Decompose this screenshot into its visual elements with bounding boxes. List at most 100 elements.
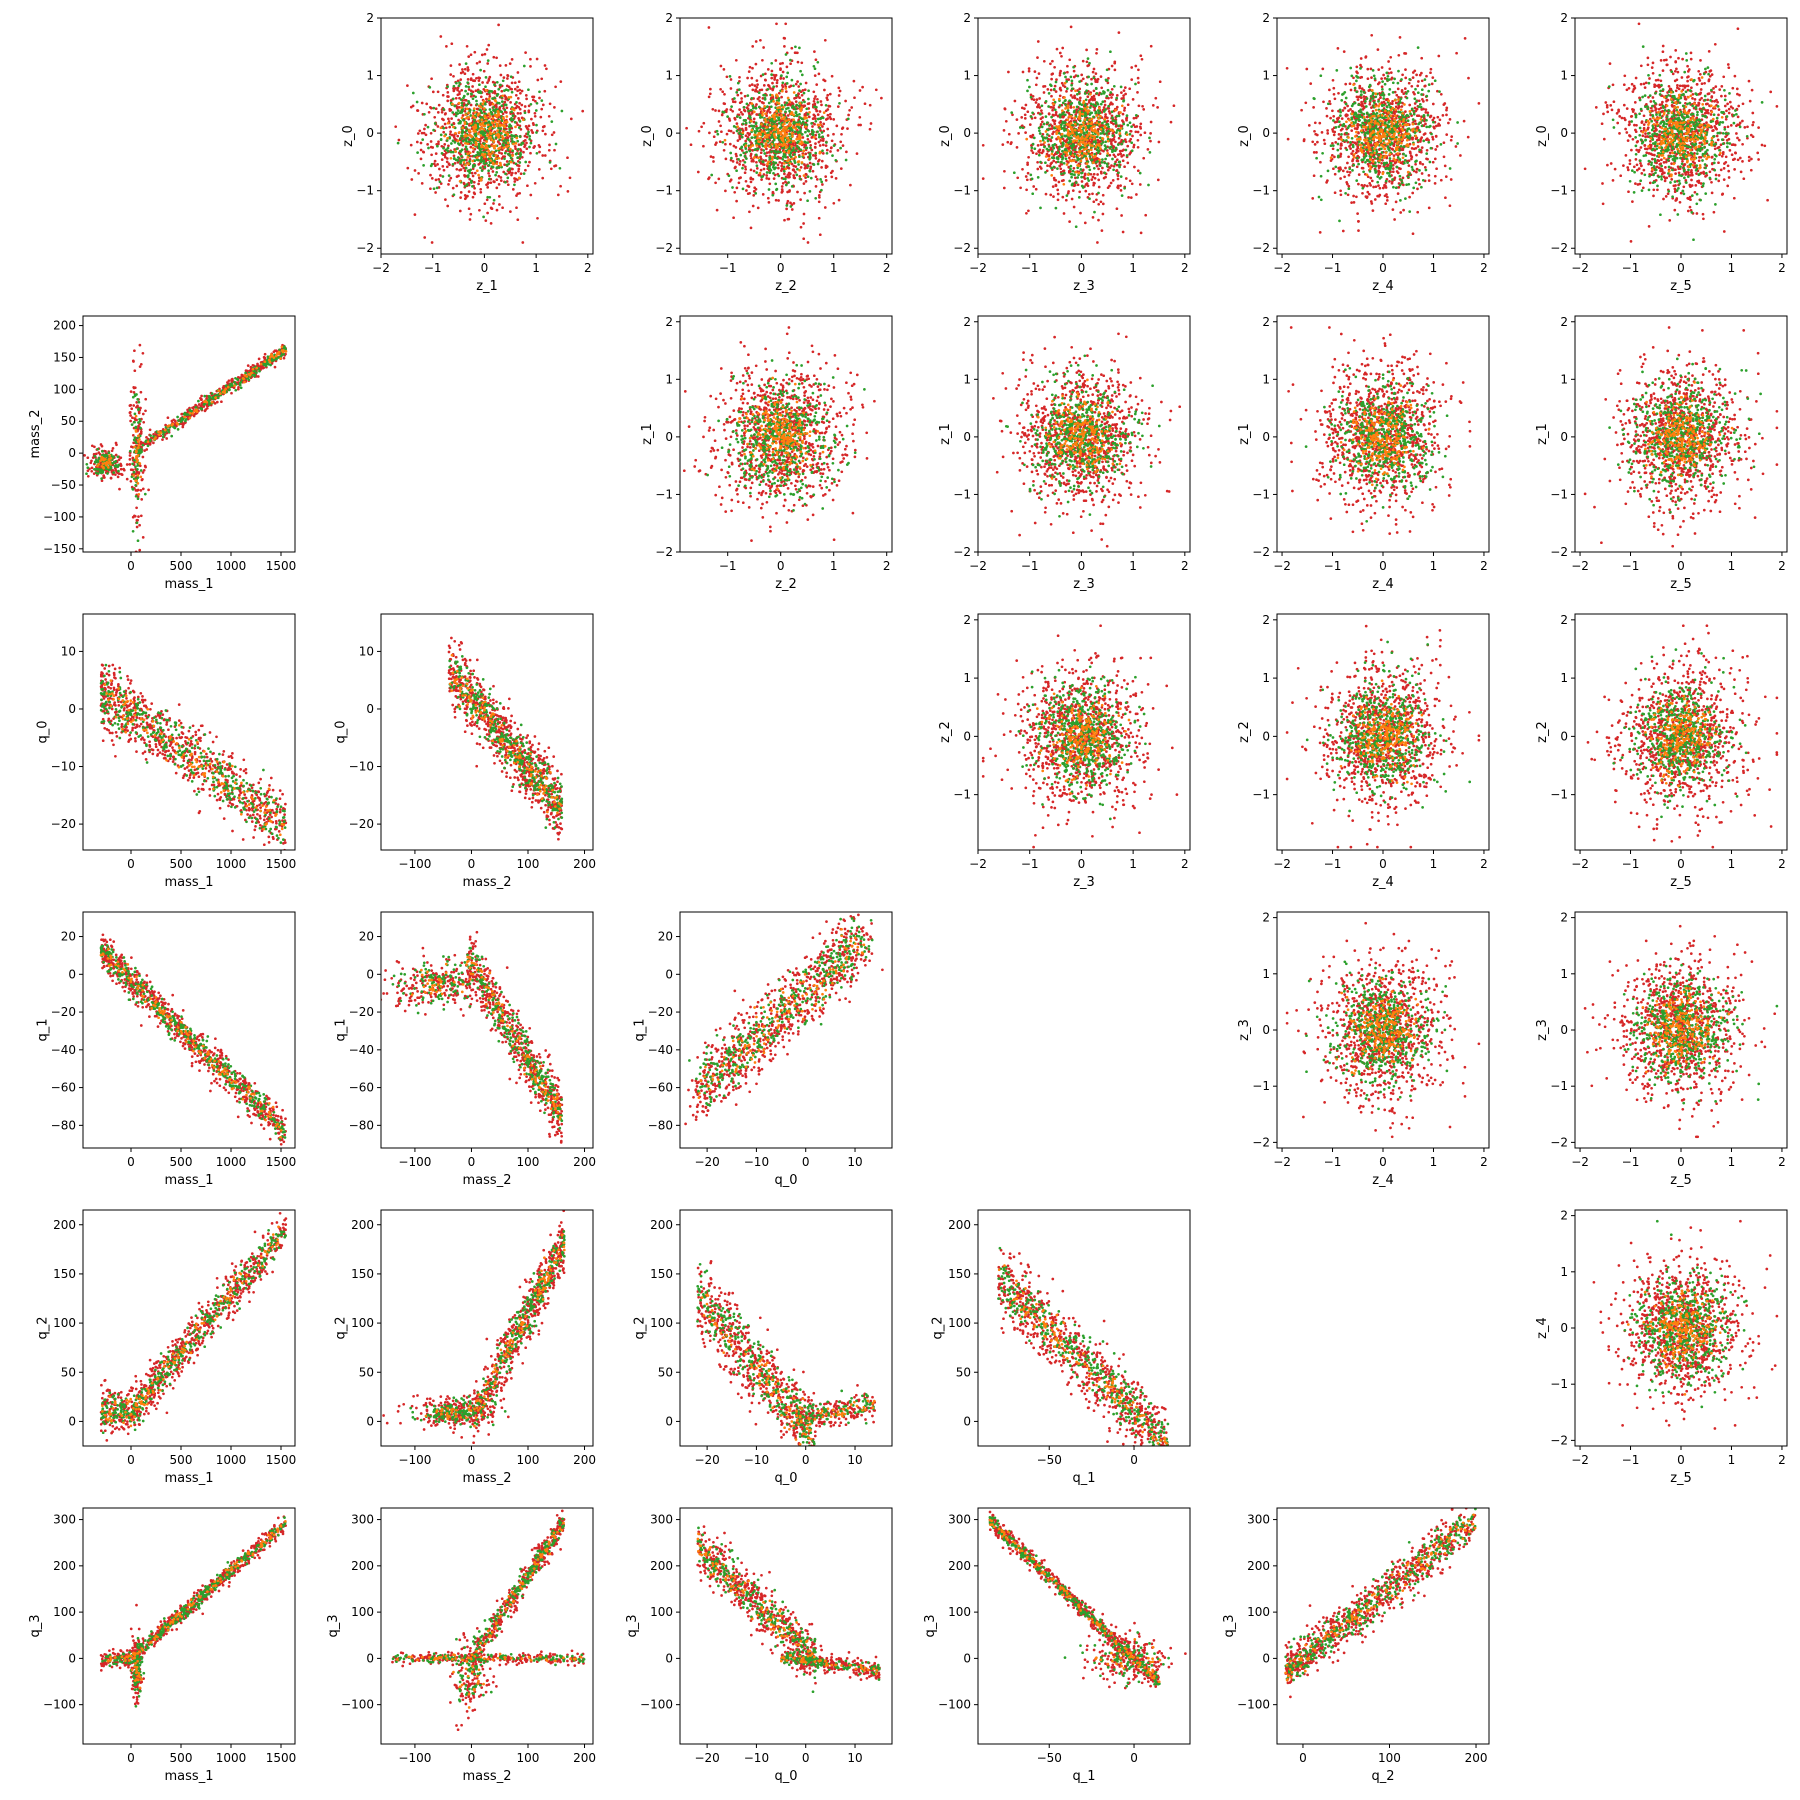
- scatter-point: [1106, 107, 1110, 110]
- scatter-point: [1099, 140, 1102, 143]
- scatter-point: [733, 190, 737, 194]
- scatter-point: [1139, 122, 1143, 126]
- scatter-point: [817, 72, 821, 76]
- scatter-point: [519, 112, 522, 115]
- scatter-point: [719, 64, 723, 68]
- scatter-point: [1100, 92, 1103, 96]
- scatter-point: [1065, 163, 1069, 166]
- scatter-point: [1024, 175, 1028, 178]
- scatter-point: [770, 150, 773, 153]
- scatter-point: [735, 129, 739, 133]
- scatter-point: [469, 89, 473, 93]
- scatter-point: [821, 183, 824, 186]
- scatter-point: [1092, 155, 1096, 159]
- scatter-point: [475, 137, 478, 140]
- scatter-point: [452, 125, 455, 129]
- scatter-point: [534, 109, 538, 112]
- scatter-point: [552, 131, 556, 134]
- scatter-point: [809, 143, 813, 147]
- scatter-point: [1080, 73, 1084, 77]
- scatter-point: [1090, 82, 1093, 86]
- scatter-point: [1024, 131, 1027, 134]
- scatter-point: [752, 159, 755, 163]
- scatter-point: [1386, 163, 1390, 167]
- scatter-point: [1098, 161, 1102, 164]
- scatter-point: [763, 118, 767, 121]
- scatter-point: [1087, 179, 1091, 182]
- scatter-point: [756, 83, 759, 86]
- scatter-point: [768, 107, 771, 111]
- scatter-point: [823, 88, 826, 92]
- scatter-point: [830, 146, 833, 149]
- scatter-point: [752, 189, 756, 193]
- scatter-point: [1066, 106, 1070, 110]
- scatter-point: [529, 102, 533, 106]
- scatter-point: [504, 64, 508, 67]
- scatter-point: [1065, 90, 1068, 93]
- scatter-point: [785, 75, 789, 79]
- scatter-point: [1149, 139, 1152, 143]
- scatter-point: [540, 77, 544, 81]
- scatter-point: [482, 69, 486, 73]
- scatter-point: [746, 76, 749, 80]
- scatter-point: [444, 112, 447, 115]
- scatter-point: [1311, 197, 1315, 200]
- scatter-point: [1058, 115, 1062, 119]
- scatter-point: [820, 166, 823, 169]
- scatter-point: [467, 111, 470, 115]
- scatter-point: [792, 91, 796, 94]
- scatter-point: [1025, 211, 1028, 215]
- scatter-point: [502, 170, 506, 174]
- scatter-point: [788, 100, 792, 104]
- scatter-point: [1349, 108, 1352, 111]
- scatter-point: [1130, 149, 1134, 153]
- scatter-point: [823, 38, 827, 42]
- scatter-point: [1094, 80, 1098, 83]
- scatter-point: [1071, 143, 1075, 146]
- scatter-point: [700, 125, 703, 129]
- scatter-points: [1285, 33, 1481, 236]
- scatter-point: [765, 171, 769, 174]
- scatter-point: [764, 159, 768, 162]
- scatter-point: [1078, 110, 1082, 114]
- scatter-point: [536, 216, 539, 220]
- scatter-point: [1021, 167, 1024, 171]
- scatter-point: [1088, 61, 1091, 65]
- scatter-point: [821, 116, 825, 120]
- scatter-point: [500, 148, 504, 151]
- scatter-point: [1090, 138, 1094, 142]
- scatter-point: [486, 186, 490, 189]
- scatter-point: [504, 103, 508, 107]
- scatter-point: [1305, 67, 1309, 71]
- scatter-point: [461, 70, 465, 74]
- scatter-point: [530, 129, 533, 132]
- scatter-point: [824, 175, 828, 178]
- scatter-point: [836, 149, 840, 152]
- scatter-point: [1126, 123, 1130, 127]
- y-tick-label: −2: [655, 241, 673, 255]
- scatter-point: [1038, 151, 1041, 154]
- scatter-point: [760, 130, 764, 133]
- scatter-point: [1096, 77, 1100, 81]
- scatter-point: [712, 135, 716, 139]
- scatter-point: [1047, 134, 1051, 138]
- scatter-point: [543, 154, 547, 157]
- scatter-point: [746, 94, 750, 97]
- scatter-point: [874, 88, 878, 92]
- scatter-point: [789, 58, 792, 62]
- scatter-point: [510, 134, 513, 137]
- scatter-point: [794, 132, 797, 136]
- scatter-point: [749, 226, 753, 230]
- scatter-point: [1060, 54, 1063, 58]
- scatter-point: [457, 121, 461, 125]
- scatter-point: [796, 80, 799, 83]
- scatter-point: [758, 131, 762, 135]
- scatter-point: [1331, 109, 1334, 113]
- scatter-point: [1047, 112, 1051, 115]
- scatter-point: [1102, 176, 1106, 180]
- scatter-point: [544, 132, 547, 136]
- scatter-point: [491, 97, 494, 100]
- scatter-point: [488, 195, 492, 199]
- scatter-point: [785, 101, 789, 105]
- scatter-point: [456, 156, 460, 159]
